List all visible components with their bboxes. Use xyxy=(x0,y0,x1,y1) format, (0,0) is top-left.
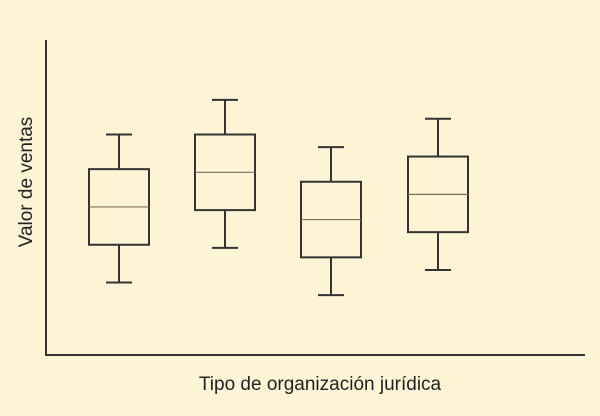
axes xyxy=(45,40,585,356)
box-3 xyxy=(300,146,362,297)
box-1 xyxy=(88,133,150,284)
boxes-group xyxy=(88,98,469,297)
x-axis-label: Tipo de organización jurídica xyxy=(199,374,442,395)
y-axis-label: Valor de ventas xyxy=(16,117,37,248)
box-4 xyxy=(407,117,469,271)
box-2 xyxy=(194,98,256,249)
